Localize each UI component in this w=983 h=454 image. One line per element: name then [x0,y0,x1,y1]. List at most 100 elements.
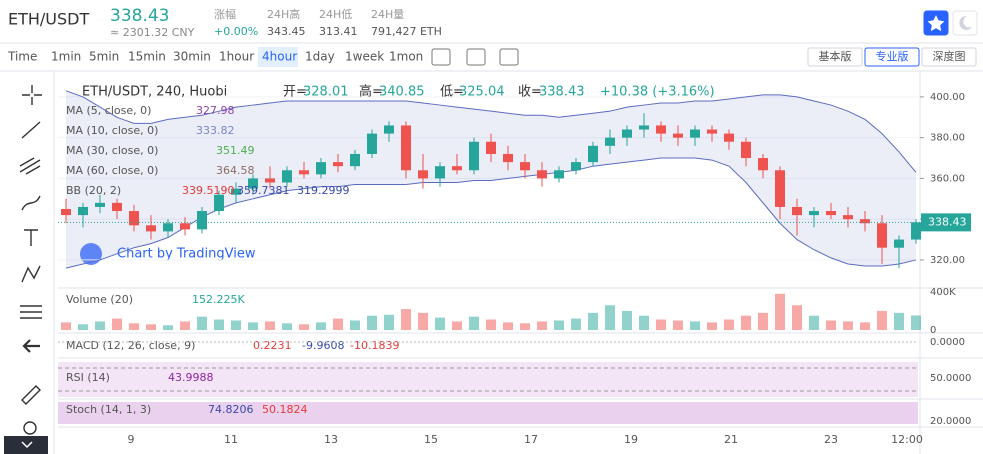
volume-bar [61,322,71,330]
x-tick-label: 19 [624,433,638,446]
x-tick-label: 17 [524,433,538,446]
ohlc-value: 340.85 [379,85,425,100]
crosshair-tool[interactable] [22,85,42,105]
x-tick-label: 12:00 [891,433,923,446]
panel-value: 43.9988 [168,371,214,384]
measure-tool[interactable] [20,305,42,319]
candle-body [333,162,343,167]
volume-bar [656,319,666,330]
interval-button[interactable]: 15min [128,50,166,64]
interval-button[interactable]: Time [7,50,37,64]
volume-bar [95,321,105,330]
last-price-tag [921,213,971,232]
candle-body [911,222,921,240]
indicator-name: MA (30, close, 0) [66,144,158,157]
interval-button[interactable]: 1day [305,50,335,64]
tool-button[interactable] [431,48,451,66]
volume-bar [112,318,122,330]
volume-bar [911,315,921,330]
indicator-value: 351.49 [216,144,255,157]
pitchfork-tool[interactable] [19,157,41,175]
interval-button[interactable]: 1hour [219,50,254,64]
stat-label: 24H低 [319,8,352,21]
brush-tool[interactable] [21,195,41,211]
candle-body [707,129,717,134]
indicator-value: 359.7381 [237,184,290,197]
candle-body [401,125,411,171]
volume-bar [486,319,496,330]
candle-body [299,170,309,175]
ohlc-value: 325.04 [459,85,505,100]
indicator-name: MA (10, close, 0) [66,124,158,137]
interval-button[interactable]: 30min [173,50,211,64]
candle-body [571,162,581,171]
volume-bar [707,322,717,330]
volume-bar [860,322,870,330]
interval-button[interactable]: 5min [89,50,119,64]
interval-button[interactable]: 1mon [389,50,423,64]
volume-bar [214,319,224,330]
tool-button[interactable] [466,48,486,66]
indicator-value: 364.58 [216,164,255,177]
volume-bar [894,312,904,330]
drawing-tools [19,85,42,435]
view-button[interactable] [864,47,920,67]
interval-button[interactable]: 1min [51,50,81,64]
view-button[interactable] [921,47,977,67]
stat-label: 24H量 [371,8,404,21]
candle-body [792,206,802,216]
panel-value: 0.2231 [253,339,292,352]
moon-icon [959,15,972,30]
volume-bar [724,319,734,330]
interval-button[interactable]: 4hour [262,50,297,64]
candle-body [741,141,751,159]
back-tool[interactable] [22,339,40,353]
candle-body [129,211,139,226]
zoom-tool[interactable] [23,421,37,435]
candle-body [877,223,887,248]
text-tool[interactable] [24,229,38,246]
candle-body [452,166,462,171]
volume-bar [809,315,819,330]
candle-body [350,153,360,167]
chevron-icon [21,441,33,449]
volume-bar [163,325,173,330]
volume-bar [418,312,428,330]
x-tick-label: 9 [128,433,135,446]
candle-body [231,188,241,195]
view-button[interactable] [807,47,863,67]
star-icon [927,15,945,32]
pattern-tool[interactable] [21,265,41,283]
theme-button[interactable] [952,10,978,36]
candle-body [384,125,394,134]
volume-bar [877,310,887,330]
candle-body [860,219,870,224]
view-label: 专业版 [876,49,909,63]
panel-value: 74.8206 [208,403,254,416]
ohlc-value: 338.43 [539,85,585,100]
candle-body [265,178,275,183]
x-tick-label: 15 [424,433,438,446]
panel-tick-label: 20.0000 [930,416,971,427]
watermark: Chart by TradingView [117,247,256,262]
panel-separators [58,71,983,454]
stoch-band [58,402,918,424]
interval-button[interactable]: 1week [345,50,384,64]
candle-body [690,129,700,138]
price: 338.43 [110,6,169,26]
tool-button[interactable] [499,48,519,66]
candle-body [588,145,598,163]
x-tick-label: 11 [224,433,238,446]
volume-bar [78,324,88,330]
volume-bar [673,320,683,330]
volume-title: Volume (20) [66,293,133,306]
volume-bar [639,315,649,330]
volume-bar [775,293,785,330]
ruler-tool[interactable] [21,385,41,405]
volume-bar [401,309,411,330]
volume-bar [622,310,632,330]
trend-line-tool[interactable] [21,121,41,139]
indicator-name: MA (60, close, 0) [66,164,158,177]
